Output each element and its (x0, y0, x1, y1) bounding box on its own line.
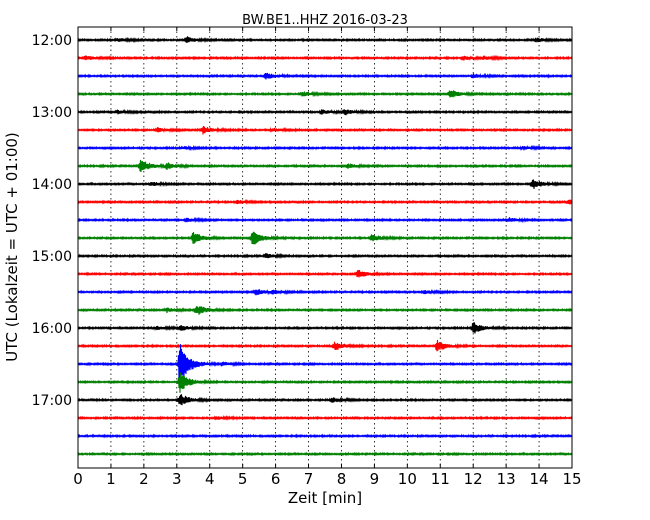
trace-1545 (77, 306, 573, 315)
y-tick-label: 15:00 (32, 249, 72, 265)
trace-1415 (77, 198, 573, 205)
y-tick-label: 13:00 (32, 105, 72, 121)
x-tick-label: 4 (205, 470, 215, 488)
x-tick-label: 13 (497, 470, 516, 488)
x-tick-label: 7 (304, 470, 314, 488)
x-tick-label: 1 (106, 470, 116, 488)
traces (77, 36, 573, 457)
y-tick-label: 12:00 (32, 33, 72, 49)
trace-1715 (77, 414, 573, 421)
trace-1745 (77, 451, 573, 457)
trace-1515 (77, 269, 573, 278)
trace-1630 (77, 344, 573, 383)
x-tick-label: 9 (370, 470, 380, 488)
x-tick-label: 3 (172, 470, 182, 488)
x-tick-label: 8 (337, 470, 347, 488)
x-tick-label: 12 (464, 470, 483, 488)
trace-1700 (77, 394, 573, 406)
grid (110, 27, 540, 468)
trace-1615 (77, 339, 573, 352)
trace-1645 (77, 372, 573, 393)
x-tick-label: 5 (238, 470, 248, 488)
trace-1730 (77, 433, 573, 439)
trace-1345 (77, 159, 573, 172)
y-tick-label: 16:00 (32, 321, 72, 337)
x-tick-label: 2 (139, 470, 149, 488)
x-tick-label: 6 (271, 470, 281, 488)
trace-1200 (77, 36, 573, 44)
x-tick-label: 10 (398, 470, 417, 488)
trace-1230 (77, 72, 573, 80)
y-tick-label: 17:00 (32, 393, 72, 409)
trace-1600 (77, 322, 573, 334)
y-tick-label: 14:00 (32, 177, 72, 193)
trace-1400 (77, 179, 573, 189)
trace-1445 (77, 231, 573, 245)
trace-1530 (77, 288, 573, 296)
trace-1315 (77, 126, 573, 135)
trace-1215 (77, 54, 573, 62)
trace-1500 (77, 252, 573, 260)
plot-frame (77, 26, 573, 469)
chart-title: BW.BE1..HHZ 2016-03-23 (242, 13, 408, 28)
x-tick-label: 0 (73, 470, 83, 488)
x-tick-label: 14 (530, 470, 549, 488)
trace-1330 (77, 144, 573, 152)
trace-1300 (77, 108, 573, 116)
x-tick-label: 15 (562, 470, 581, 488)
trace-1430 (77, 216, 573, 224)
y-axis-label: UTC (Lokalzeit = UTC + 01:00) (3, 132, 21, 362)
ticks: 0 1 2 3 4 5 6 7 8 9 10 11 12 13 14 1512:0013:0014:0015:… (32, 27, 582, 488)
trace-1245 (77, 90, 573, 98)
x-tick-label: 11 (431, 470, 450, 488)
x-axis-label: Zeit [min] (288, 489, 362, 507)
